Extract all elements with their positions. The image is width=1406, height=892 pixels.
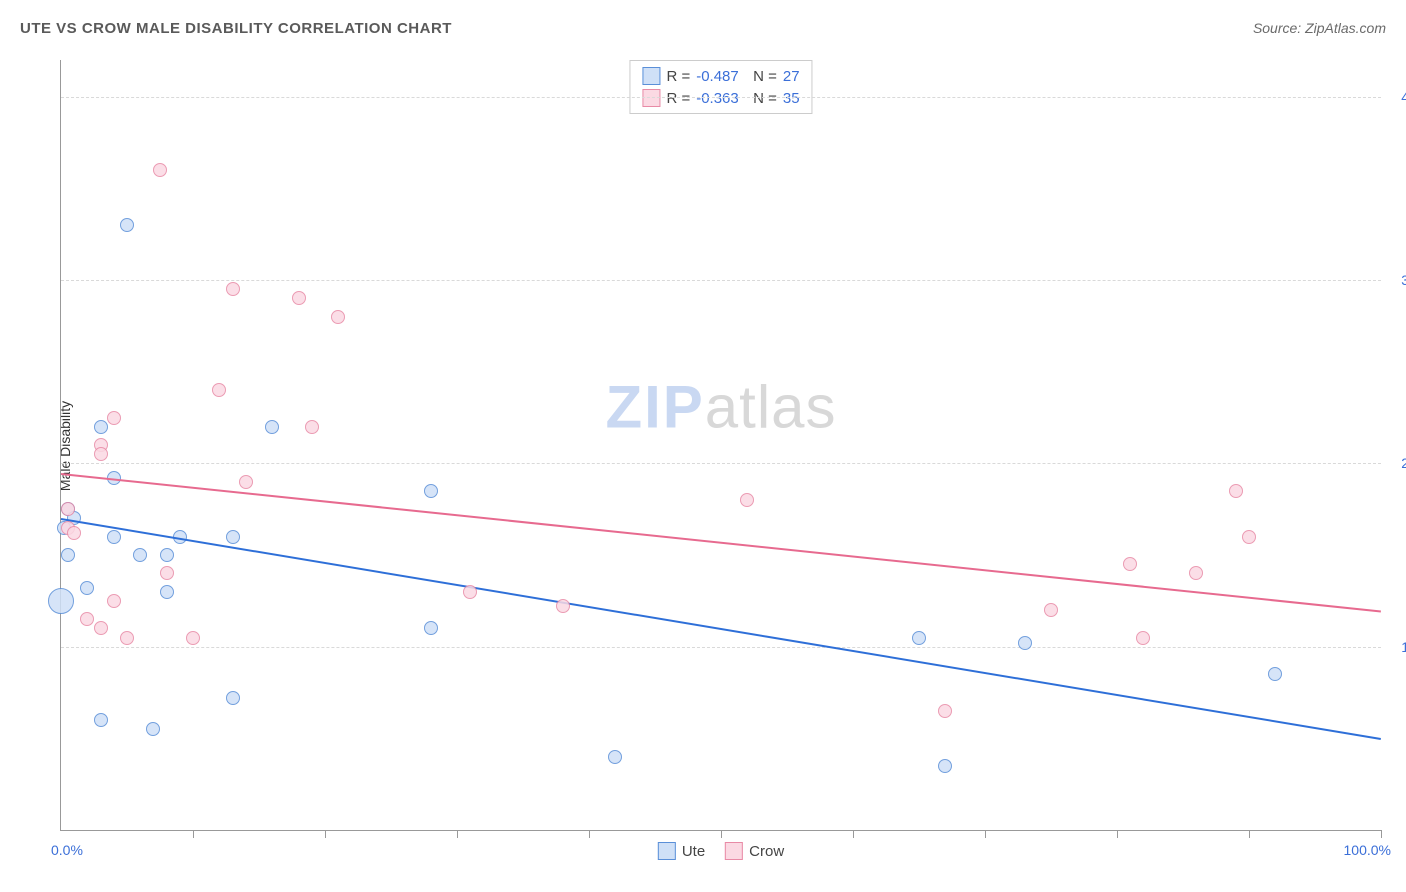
legend-row-ute: R = -0.487 N = 27: [642, 65, 799, 87]
legend-label: Crow: [749, 843, 784, 860]
x-tick: [721, 830, 722, 838]
data-point: [1123, 557, 1137, 571]
data-point: [239, 475, 253, 489]
data-point: [556, 599, 570, 613]
data-point: [61, 502, 75, 516]
x-tick: [985, 830, 986, 838]
data-point: [1136, 631, 1150, 645]
data-point: [61, 548, 75, 562]
legend-item-crow: Crow: [725, 842, 784, 860]
data-point: [146, 722, 160, 736]
x-axis-max-label: 100.0%: [1344, 842, 1391, 858]
x-tick: [1117, 830, 1118, 838]
gridline: [61, 280, 1381, 281]
data-point: [160, 548, 174, 562]
watermark: ZIPatlas: [605, 372, 836, 441]
data-point: [67, 526, 81, 540]
data-point: [912, 631, 926, 645]
data-point: [331, 310, 345, 324]
r-label: R =: [666, 90, 690, 107]
data-point: [1229, 484, 1243, 498]
data-point: [107, 411, 121, 425]
y-tick-label: 20.0%: [1391, 455, 1406, 471]
data-point: [107, 594, 121, 608]
data-point: [463, 585, 477, 599]
data-point: [938, 759, 952, 773]
data-point: [1018, 636, 1032, 650]
data-point: [424, 621, 438, 635]
data-point: [94, 447, 108, 461]
data-point: [305, 420, 319, 434]
data-point: [48, 588, 74, 614]
data-point: [292, 291, 306, 305]
data-point: [186, 631, 200, 645]
data-point: [94, 713, 108, 727]
gridline: [61, 647, 1381, 648]
x-tick: [589, 830, 590, 838]
data-point: [1242, 530, 1256, 544]
data-point: [107, 530, 121, 544]
n-value: 35: [783, 90, 800, 107]
data-point: [212, 383, 226, 397]
data-point: [153, 163, 167, 177]
data-point: [1044, 603, 1058, 617]
chart-title: UTE VS CROW MALE DISABILITY CORRELATION …: [20, 20, 452, 37]
trend-line: [61, 518, 1381, 740]
data-point: [160, 585, 174, 599]
x-axis-min-label: 0.0%: [51, 842, 83, 858]
x-tick: [193, 830, 194, 838]
data-point: [265, 420, 279, 434]
data-point: [80, 612, 94, 626]
x-tick: [1381, 830, 1382, 838]
legend-item-ute: Ute: [658, 842, 705, 860]
data-point: [1189, 566, 1203, 580]
swatch-icon: [642, 67, 660, 85]
swatch-icon: [658, 842, 676, 860]
x-tick: [325, 830, 326, 838]
gridline: [61, 97, 1381, 98]
data-point: [740, 493, 754, 507]
data-point: [938, 704, 952, 718]
y-tick-label: 30.0%: [1391, 272, 1406, 288]
y-tick-label: 10.0%: [1391, 639, 1406, 655]
data-point: [1268, 667, 1282, 681]
data-point: [226, 282, 240, 296]
scatter-chart: ZIPatlas R = -0.487 N = 27 R = -0.363 N …: [60, 60, 1381, 831]
correlation-legend: R = -0.487 N = 27 R = -0.363 N = 35: [629, 60, 812, 114]
series-legend: Ute Crow: [658, 842, 784, 860]
source-label: Source: ZipAtlas.com: [1253, 20, 1386, 36]
x-tick: [853, 830, 854, 838]
n-value: 27: [783, 68, 800, 85]
data-point: [120, 631, 134, 645]
chart-header: UTE VS CROW MALE DISABILITY CORRELATION …: [20, 20, 1386, 50]
data-point: [94, 621, 108, 635]
gridline: [61, 463, 1381, 464]
data-point: [160, 566, 174, 580]
r-value: -0.363: [696, 90, 739, 107]
data-point: [120, 218, 134, 232]
data-point: [226, 530, 240, 544]
data-point: [94, 420, 108, 434]
watermark-zip: ZIP: [605, 373, 704, 440]
r-label: R =: [666, 68, 690, 85]
legend-row-crow: R = -0.363 N = 35: [642, 87, 799, 109]
legend-label: Ute: [682, 843, 705, 860]
data-point: [608, 750, 622, 764]
r-value: -0.487: [696, 68, 739, 85]
data-point: [424, 484, 438, 498]
watermark-atlas: atlas: [705, 373, 837, 440]
data-point: [133, 548, 147, 562]
data-point: [226, 691, 240, 705]
n-label: N =: [745, 90, 777, 107]
n-label: N =: [745, 68, 777, 85]
swatch-icon: [642, 89, 660, 107]
x-tick: [1249, 830, 1250, 838]
swatch-icon: [725, 842, 743, 860]
y-tick-label: 40.0%: [1391, 89, 1406, 105]
x-tick: [457, 830, 458, 838]
trend-line: [61, 473, 1381, 612]
data-point: [80, 581, 94, 595]
